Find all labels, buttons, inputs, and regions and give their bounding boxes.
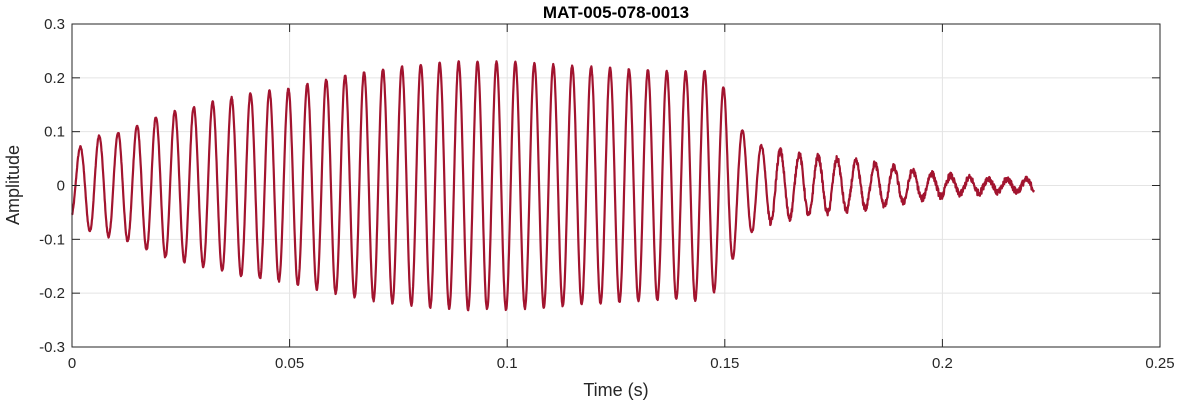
x-tick-label: 0.05 [275, 355, 304, 372]
x-axis-label: Time (s) [583, 380, 648, 400]
x-tick-label: 0.2 [932, 355, 953, 372]
x-tick-label: 0 [68, 355, 76, 372]
tick-marks [71, 23, 1161, 348]
x-tick-label: 0.25 [1145, 355, 1174, 372]
series-group [71, 60, 1035, 312]
y-tick-label: 0.3 [44, 16, 65, 33]
y-tick-label: -0.2 [39, 285, 65, 302]
x-tick-labels: 0 0.05 0.1 0.15 0.2 0.25 [68, 355, 1175, 372]
x-tick-label: 0.15 [710, 355, 739, 372]
series-line [71, 60, 1035, 312]
y-tick-label: 0.2 [44, 70, 65, 87]
chart-title: MAT-005-078-0013 [543, 3, 689, 22]
y-axis-label: Amplitude [3, 145, 23, 225]
y-tick-labels: -0.3 -0.2 -0.1 0 0.1 0.2 0.3 [39, 16, 65, 356]
y-tick-label: 0.1 [44, 124, 65, 141]
y-tick-label: 0 [57, 178, 65, 195]
y-tick-label: -0.3 [39, 339, 65, 356]
x-tick-label: 0.1 [497, 355, 518, 372]
y-tick-label: -0.1 [39, 231, 65, 248]
